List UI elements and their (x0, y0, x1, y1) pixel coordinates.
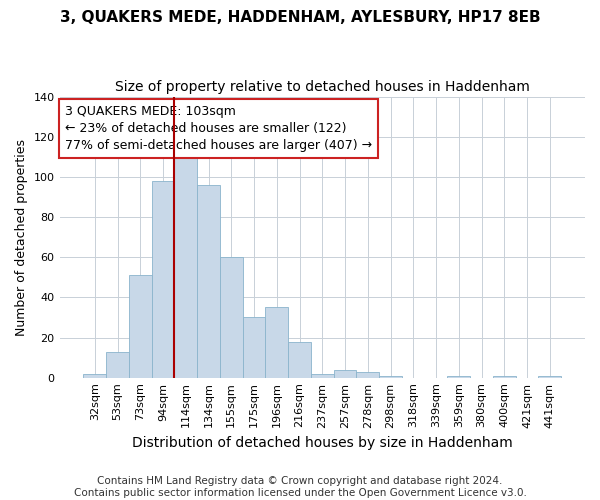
Bar (448, 376, 470, 378)
Bar (129, 276, 152, 378)
Bar (311, 374, 334, 378)
Title: Size of property relative to detached houses in Haddenham: Size of property relative to detached ho… (115, 80, 530, 94)
Bar (220, 257, 242, 378)
Text: 3 QUAKERS MEDE: 103sqm
← 23% of detached houses are smaller (122)
77% of semi-de: 3 QUAKERS MEDE: 103sqm ← 23% of detached… (65, 105, 372, 152)
Bar (152, 181, 175, 378)
Bar (197, 185, 220, 378)
Bar (242, 318, 265, 378)
Bar (356, 372, 379, 378)
Bar (106, 352, 129, 378)
Bar (83, 374, 106, 378)
Bar (493, 376, 515, 378)
Text: Contains HM Land Registry data © Crown copyright and database right 2024.
Contai: Contains HM Land Registry data © Crown c… (74, 476, 526, 498)
Bar (538, 376, 561, 378)
Text: 3, QUAKERS MEDE, HADDENHAM, AYLESBURY, HP17 8EB: 3, QUAKERS MEDE, HADDENHAM, AYLESBURY, H… (59, 10, 541, 25)
Bar (379, 376, 402, 378)
Bar (288, 342, 311, 378)
X-axis label: Distribution of detached houses by size in Haddenham: Distribution of detached houses by size … (132, 436, 512, 450)
Y-axis label: Number of detached properties: Number of detached properties (15, 138, 28, 336)
Bar (334, 370, 356, 378)
Bar (175, 144, 197, 378)
Bar (265, 308, 288, 378)
